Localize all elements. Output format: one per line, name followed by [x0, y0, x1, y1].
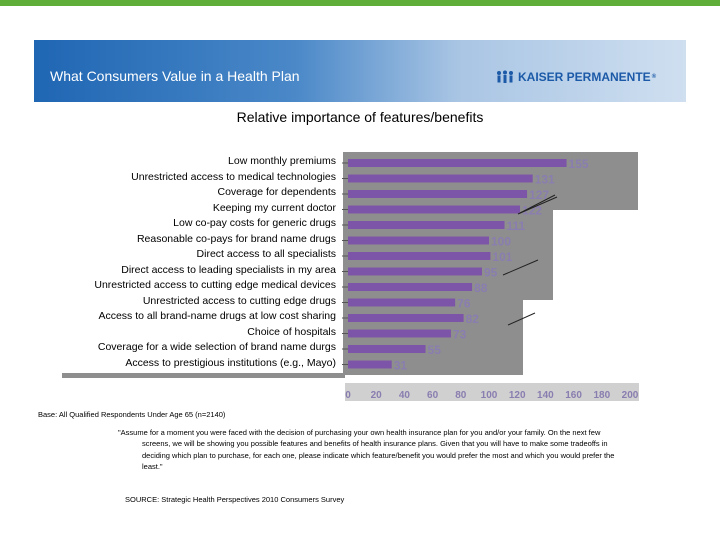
x-tick-label: 120 [509, 390, 526, 401]
x-tick-label: 40 [399, 390, 411, 401]
top-accent-bar [0, 0, 720, 6]
bar [348, 283, 473, 291]
bar [348, 314, 464, 322]
annotation-arrow [507, 312, 536, 326]
category-label: Direct access to all specialists [196, 248, 336, 260]
value-label: 101 [492, 250, 512, 264]
logo-text: KAISER PERMANENTE [518, 70, 651, 84]
category-labels: Low monthly premiums Unrestricted access… [94, 154, 336, 371]
base-note: Base: All Qualified Respondents Under Ag… [38, 410, 226, 419]
category-label: Access to all brand-name drugs at low co… [98, 310, 336, 322]
chart-title: Relative importance of features/benefits [236, 109, 484, 125]
value-label: 127 [529, 188, 549, 202]
category-label: Direct access to leading specialists in … [121, 263, 336, 276]
x-tick-label: 80 [455, 390, 467, 401]
x-tick-label: 200 [622, 390, 639, 401]
header-banner: What Consumers Value in a Health Plan KA… [34, 40, 686, 102]
bar [348, 159, 567, 167]
category-label: Reasonable co-pays for brand name drugs [136, 232, 336, 245]
category-label: Unrestricted access to medical technolog… [131, 170, 336, 183]
category-label: Coverage for a wide selection of brand n… [97, 341, 336, 353]
value-label: 95 [484, 266, 498, 280]
category-label: Low co-pay costs for generic drugs [173, 217, 336, 229]
category-label: Unrestricted access to cutting edge drug… [142, 294, 336, 307]
value-label: 155 [569, 157, 589, 171]
category-label: Coverage for dependents [217, 186, 337, 198]
bar [348, 360, 392, 369]
value-label: 100 [491, 235, 511, 249]
value-label: 73 [453, 328, 467, 342]
value-label: 31 [394, 359, 408, 373]
people-logo-icon [497, 70, 513, 83]
bar [348, 236, 489, 245]
annotation-arrow [502, 259, 539, 276]
category-label: Access to prestigious institutions (e.g.… [125, 356, 336, 369]
category-label: Keeping my current doctor [212, 201, 336, 214]
value-label: 76 [457, 297, 471, 311]
x-tick-label: 180 [593, 390, 610, 401]
bar [348, 329, 451, 338]
x-tick-label: 20 [371, 390, 383, 401]
bar [348, 174, 533, 183]
x-axis-band [345, 383, 639, 401]
logo-trademark: ® [651, 74, 657, 80]
x-tick-label: 60 [427, 390, 439, 401]
x-tick-label: 160 [565, 390, 582, 401]
value-label: 131 [535, 173, 555, 187]
kaiser-logo: KAISER PERMANENTE ® [496, 70, 656, 84]
bar [348, 221, 505, 229]
category-label: Choice of hospitals [247, 325, 336, 338]
value-label: 88 [474, 281, 488, 295]
source-note: SOURCE: Strategic Health Perspectives 20… [125, 495, 345, 504]
bar [348, 345, 426, 353]
x-tick-label: 0 [345, 390, 351, 401]
category-label: Low monthly premiums [228, 155, 336, 167]
x-tick-label: 100 [481, 390, 498, 401]
survey-question-note: "Assume for a moment you were faced with… [118, 428, 615, 471]
plot-floor [62, 373, 345, 378]
bar [348, 267, 482, 276]
category-label: Unrestricted access to cutting edge medi… [94, 279, 336, 291]
annotation-arrow [517, 196, 558, 215]
value-label: 111 [507, 219, 526, 233]
bar [348, 252, 491, 260]
annotation-arrow [519, 194, 556, 214]
value-label: 82 [466, 312, 480, 326]
value-label: 55 [428, 343, 442, 357]
x-tick-label: 140 [537, 390, 554, 401]
bar [348, 298, 456, 307]
bar [348, 190, 528, 198]
value-label: 122 [522, 204, 542, 218]
page-title: What Consumers Value in a Health Plan [50, 68, 300, 84]
bar [348, 205, 521, 214]
